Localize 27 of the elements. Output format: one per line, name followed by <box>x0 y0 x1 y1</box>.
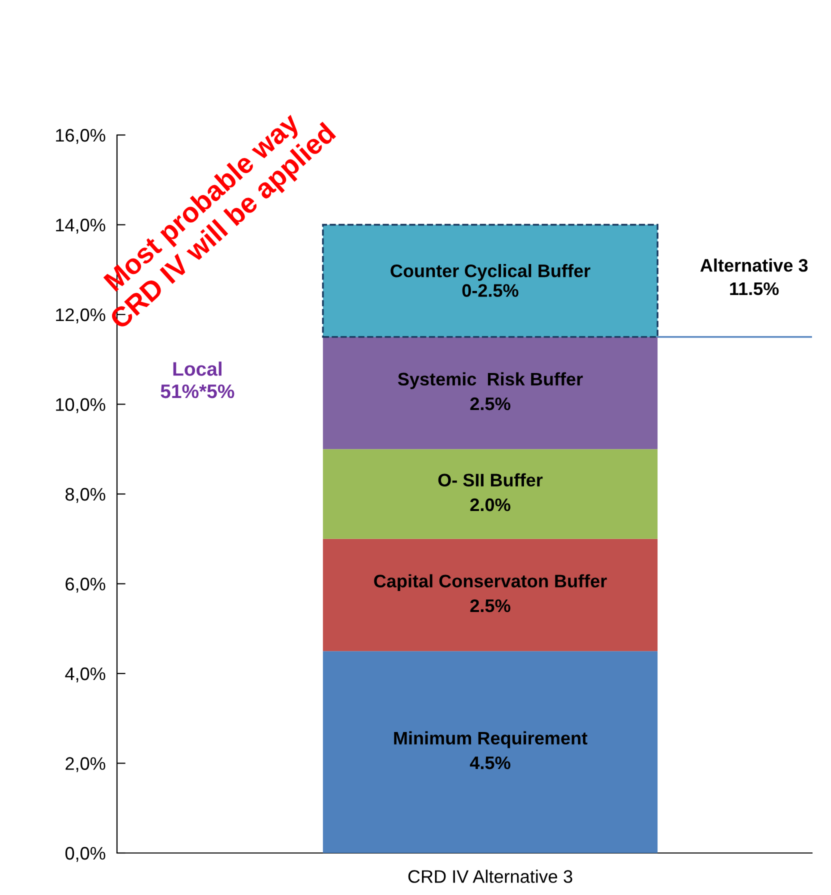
bar <box>322 651 658 853</box>
x-tick-label: CRD IV Alternative 3 <box>408 870 572 883</box>
y-tick-label: 16,0% <box>56 128 106 144</box>
annotation: Local 51%*5% <box>160 362 234 398</box>
series-label: Capital Conservaton Buffer <box>374 574 607 592</box>
data-label: 2.5% <box>470 397 510 410</box>
data-label: 2.5% <box>470 599 510 612</box>
series-label: Counter Cyclical Buffer <box>390 264 590 281</box>
bar <box>322 538 658 652</box>
data-label: 2.0% <box>470 498 510 512</box>
ref-line-label: Alternative 3 11.5% <box>700 258 808 296</box>
y-tick-label: 4,0% <box>65 667 106 682</box>
bar <box>322 336 658 450</box>
y-tick-label: 2,0% <box>66 757 106 772</box>
bar <box>322 224 658 338</box>
series-label: Systemic Risk Buffer <box>398 372 583 390</box>
series-label: Minimum Requirement <box>394 731 588 748</box>
series-label: O- SII Buffer <box>438 473 543 487</box>
y-tick-label: 8,0% <box>66 488 106 503</box>
annotation: 0-2.5% <box>462 284 518 297</box>
y-tick-label: 12,0% <box>56 308 106 324</box>
bar <box>322 449 658 539</box>
y-tick-label: 0,0% <box>65 846 106 862</box>
y-tick-label: 10,0% <box>56 398 106 414</box>
data-label: 4.5% <box>470 756 510 770</box>
y-tick-label: 14,0% <box>56 218 106 234</box>
y-tick-label: 6,0% <box>66 578 106 593</box>
